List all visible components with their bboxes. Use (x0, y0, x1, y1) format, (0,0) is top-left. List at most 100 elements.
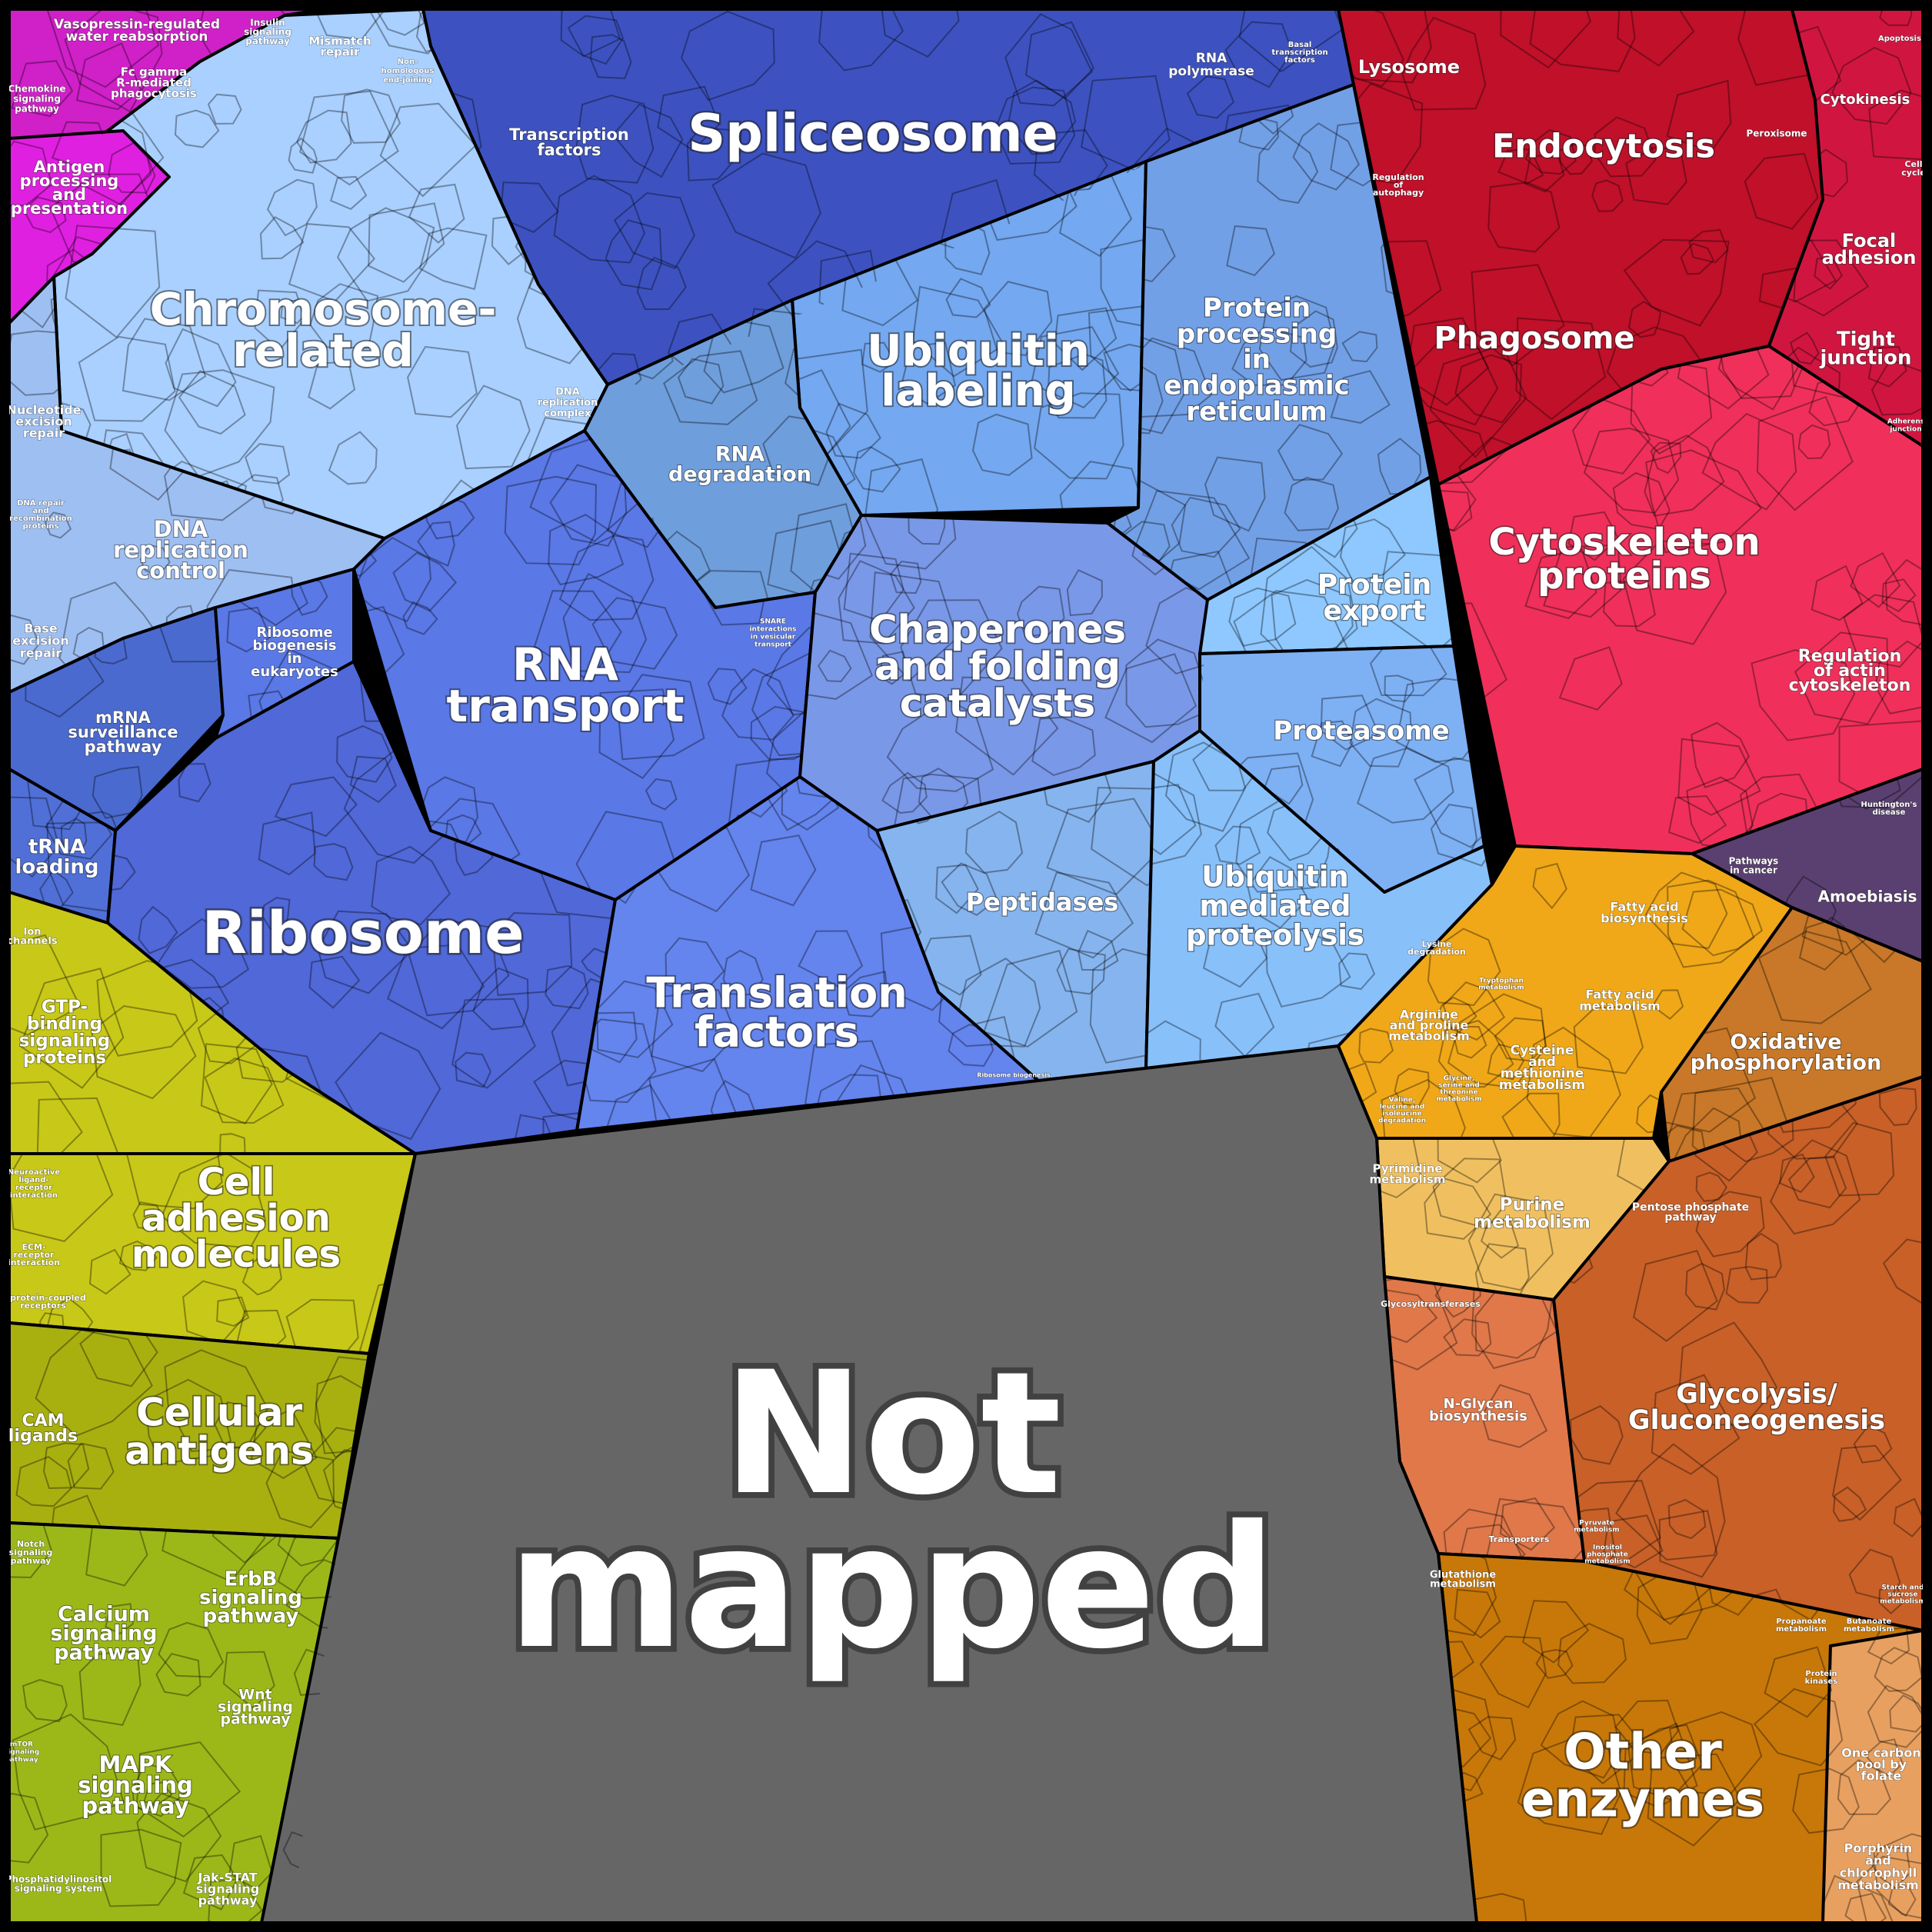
protein-cell (50, 1494, 108, 1538)
protein-cell (562, 572, 648, 674)
protein-cell (1757, 931, 1872, 1024)
protein-cell (1289, 310, 1338, 368)
protein-cell (456, 385, 531, 470)
label-ribosome-biogenesis-small: Ribosome biogenesis (977, 1072, 1051, 1079)
protein-cell (44, 511, 72, 539)
protein-cell (11, 60, 74, 118)
label-transporters: Transporters (1488, 1534, 1550, 1544)
protein-cell (1651, 1374, 1740, 1475)
label-cysteine-methionine: Cysteine (1511, 1043, 1574, 1058)
protein-cell (288, 137, 318, 174)
protein-cell (408, 918, 510, 1017)
protein-cell (800, 611, 874, 700)
protein-cell (766, 626, 815, 716)
protein-cell (1438, 1704, 1492, 1768)
protein-cell (78, 1650, 142, 1727)
protein-cell (767, 519, 845, 598)
label-nucleotide-excision-repair: Nucleotide (6, 403, 81, 418)
protein-cell (800, 515, 867, 580)
protein-cell (105, 1603, 134, 1635)
protein-cell (781, 777, 840, 831)
protein-cell (1540, 1700, 1622, 1779)
protein-cell (645, 778, 678, 811)
protein-cell (1059, 461, 1145, 515)
protein-cell (1443, 1508, 1522, 1561)
label-mapk-signaling: pathway (82, 1793, 188, 1819)
label-snare: SNARE (760, 618, 786, 626)
protein-cell (1429, 344, 1527, 458)
protein-cell (1437, 1019, 1514, 1088)
label-protein-kinases: Protein (1805, 1670, 1837, 1678)
label-tryptophan: Tryptophan (1479, 978, 1524, 985)
label-wnt-signaling: Wnt (238, 1687, 272, 1704)
protein-cell (1684, 1262, 1725, 1311)
protein-cell (1824, 769, 1923, 809)
label-fatty-acid-biosynthesis: Fatty acid (1610, 900, 1678, 914)
protein-cell (22, 1678, 68, 1723)
protein-cell (1434, 1277, 1481, 1318)
region-translation-factors[interactable] (575, 775, 1040, 1132)
label-other-enzymes: enzymes (1521, 1772, 1764, 1829)
protein-cell (558, 535, 655, 621)
protein-cell (1889, 1694, 1923, 1733)
protein-cell (100, 1828, 182, 1907)
label-cell-adhesion-molecules: adhesion (142, 1197, 331, 1240)
label-gtp-binding: GTP- (42, 998, 88, 1018)
protein-cell (1171, 496, 1241, 558)
label-adherens-junction: Adherens (1887, 418, 1924, 426)
protein-cell (1567, 511, 1620, 561)
protein-cell (1524, 128, 1577, 175)
protein-cell (1814, 257, 1844, 290)
protein-cell (9, 934, 82, 1036)
protein-cell (36, 1097, 120, 1154)
label-arginine-proline: and proline (1390, 1018, 1469, 1033)
protein-cell (1792, 1767, 1860, 1834)
protein-cell (204, 1057, 285, 1124)
protein-cell (971, 413, 1033, 476)
protein-cell (1454, 1588, 1501, 1639)
protein-cell (1790, 331, 1820, 365)
protein-cell (58, 581, 165, 692)
protein-cell (1770, 1139, 1861, 1235)
protein-cell (1680, 242, 1715, 275)
protein-cell (1091, 787, 1154, 887)
label-one-carbon-pool: folate (1861, 1769, 1902, 1784)
protein-cell (605, 219, 663, 291)
label-ribosome-biogenesis: Ribosome (256, 625, 332, 641)
protein-cell (1024, 21, 1095, 99)
label-vasopressin: Vasopressin-regulated (54, 17, 220, 32)
label-one-carbon-pool: One carbon (1841, 1746, 1920, 1760)
protein-cell (1779, 1153, 1815, 1194)
label-starch-sucrose: metabolism (1880, 1598, 1925, 1606)
label-other-enzymes: Other (1564, 1724, 1722, 1781)
protein-cell (164, 369, 275, 478)
label-nglycan-biosynthesis: biosynthesis (1429, 1408, 1527, 1424)
protein-cell (226, 606, 271, 653)
protein-cell (983, 949, 1078, 1048)
label-nhej: end-joining (383, 76, 432, 85)
protein-cell (941, 862, 998, 916)
region-ribosome-biogenesis[interactable] (214, 568, 355, 740)
protein-cell (178, 763, 212, 803)
protein-cell (491, 911, 573, 996)
labels-layer: Not mapped Spliceosome Transcription fac… (0, 16, 1926, 1908)
protein-cell (1630, 362, 1713, 455)
label-not-mapped: mapped (508, 1489, 1276, 1686)
protein-cell (1058, 172, 1133, 258)
protein-cell (1231, 326, 1307, 386)
label-porphyrin: Porphyrin (1844, 1841, 1913, 1856)
protein-cell (1515, 317, 1607, 421)
label-ribosome: Ribosome (202, 898, 524, 967)
protein-cell (1078, 929, 1119, 971)
protein-cell (759, 777, 836, 831)
label-ion-channels: Ion (23, 927, 41, 938)
protein-cell (1557, 143, 1593, 175)
label-wnt-signaling: pathway (220, 1711, 291, 1728)
label-snare: interactions (749, 626, 796, 634)
cell-group (9, 1523, 338, 1923)
label-inositol-phosphate: Inositol (1593, 1544, 1622, 1552)
protein-cell (1571, 396, 1651, 475)
protein-cell (1870, 1846, 1911, 1890)
label-antigen-processing: processing (20, 172, 119, 190)
label-phosphatidylinositol: signaling system (15, 1884, 103, 1894)
